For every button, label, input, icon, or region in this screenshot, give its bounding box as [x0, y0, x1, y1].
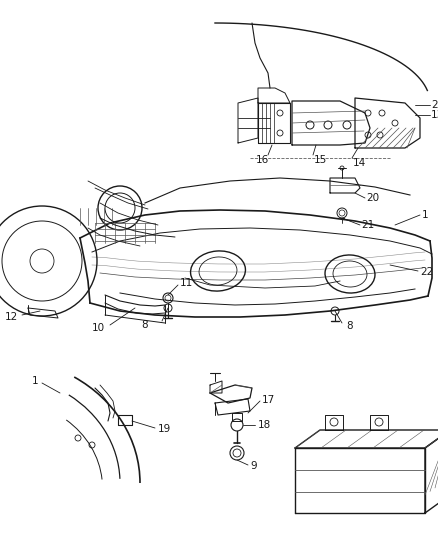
Text: 18: 18	[258, 420, 271, 430]
Text: 8: 8	[347, 321, 353, 331]
Text: 9: 9	[250, 461, 257, 471]
Text: 15: 15	[314, 155, 327, 165]
Text: 21: 21	[361, 220, 374, 230]
Text: 1: 1	[422, 210, 429, 220]
Text: 13: 13	[431, 110, 438, 120]
Text: 16: 16	[256, 155, 269, 165]
Text: 19: 19	[158, 424, 171, 434]
Text: 2: 2	[431, 100, 438, 110]
Text: 14: 14	[353, 158, 366, 168]
Text: 20: 20	[366, 193, 379, 203]
Text: 8: 8	[141, 320, 148, 330]
Text: 17: 17	[262, 395, 275, 405]
Text: 12: 12	[5, 312, 18, 322]
Text: 11: 11	[180, 278, 193, 288]
Text: 1: 1	[32, 376, 38, 386]
Text: 10: 10	[92, 323, 105, 333]
Text: 22: 22	[420, 267, 433, 277]
